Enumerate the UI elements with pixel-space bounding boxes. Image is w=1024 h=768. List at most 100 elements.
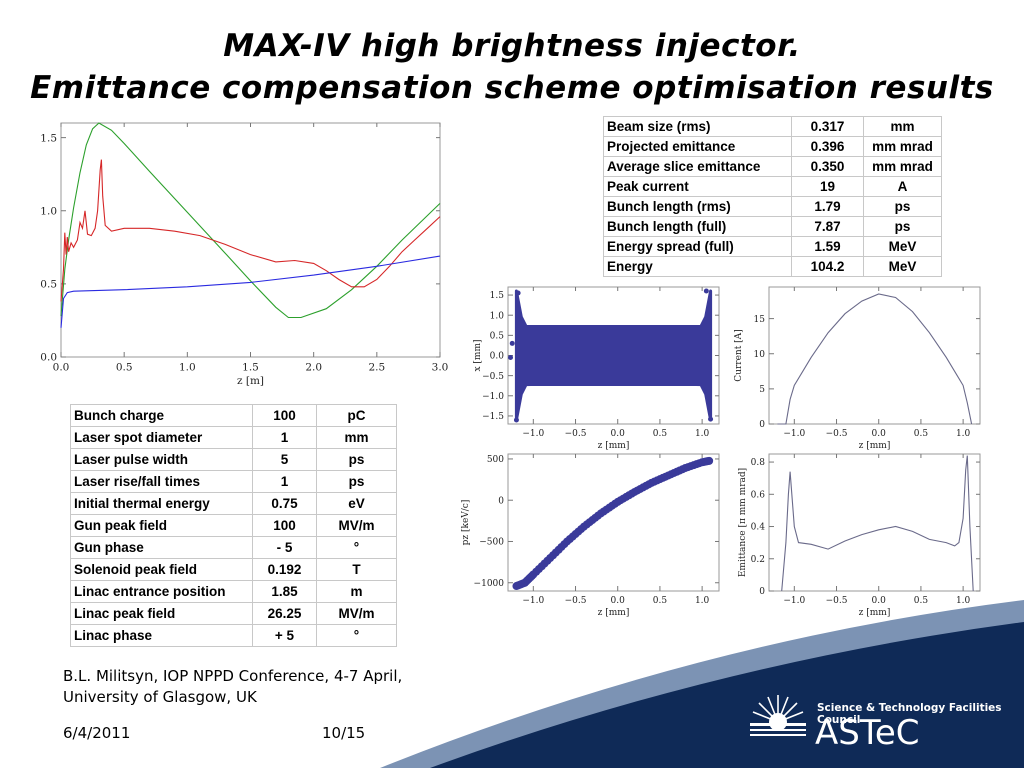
table-row: Linac entrance position 1.85 m — [70, 580, 397, 603]
param-unit: ps — [316, 470, 397, 493]
table-row: Bunch length (rms) 1.79 ps — [603, 196, 942, 217]
title-line-2: Emittance compensation scheme optimisati… — [30, 70, 994, 106]
param-name: Energy spread (full) — [603, 236, 792, 257]
param-value: 0.317 — [791, 116, 864, 137]
y-tick-label: 1.0 — [490, 311, 505, 321]
table-row: Gun phase - 5 ° — [70, 536, 397, 559]
x-tick-label: 1.0 — [956, 429, 971, 439]
citation: B.L. Militsyn, IOP NPPD Conference, 4-7 … — [63, 666, 402, 708]
y-tick-label: 0 — [759, 420, 765, 430]
y-tick-label: 5 — [759, 385, 765, 395]
y-tick-label: −1.5 — [482, 412, 504, 422]
param-value: 1 — [252, 470, 317, 493]
x-tick-label: 0.5 — [116, 362, 133, 374]
param-unit: MV/m — [316, 514, 397, 537]
param-value: 1.85 — [252, 580, 317, 603]
x-tick-label: 0.0 — [611, 429, 626, 439]
table-row: Laser rise/fall times 1 ps — [70, 470, 397, 493]
astec-logo-text: ASTeC — [815, 713, 920, 753]
param-value: 100 — [252, 404, 317, 427]
y-tick-label: −0.5 — [482, 372, 504, 382]
slide-page-number: 10/15 — [322, 724, 366, 742]
param-value: 1.79 — [791, 196, 864, 217]
param-value: 100 — [252, 514, 317, 537]
param-unit: ps — [863, 216, 942, 237]
series-line — [60, 255, 441, 328]
x-tick-label: 1.5 — [242, 362, 259, 374]
param-unit: MeV — [863, 256, 942, 277]
plot-frame — [507, 453, 720, 592]
param-unit: m — [316, 580, 397, 603]
x-tick-label: 0.5 — [914, 429, 929, 439]
data-point — [703, 288, 709, 294]
plot-frame — [768, 453, 981, 592]
x-tick-label: −1.0 — [783, 596, 805, 606]
param-value: 104.2 — [791, 256, 864, 277]
table-row: Linac peak field 26.25 MV/m — [70, 602, 397, 625]
y-tick-label: 15 — [754, 315, 766, 325]
param-name: Gun peak field — [70, 514, 253, 537]
x-tick-label: 0.5 — [653, 429, 668, 439]
param-value: 0.350 — [791, 156, 864, 177]
x-axis-label: z [mm] — [598, 608, 630, 618]
param-name: Laser spot diameter — [70, 426, 253, 449]
citation-line-2: University of Glasgow, UK — [63, 688, 257, 706]
y-tick-label: 1.5 — [40, 132, 57, 144]
param-unit: MeV — [863, 236, 942, 257]
beam-parameters-table: Beam size (rms) 0.317 mm Projected emittanc… — [603, 116, 942, 277]
y-tick-label: 0.0 — [490, 352, 505, 362]
table-row: Laser pulse width 5 ps — [70, 448, 397, 471]
title-line-1: MAX-IV high brightness injector. — [223, 28, 801, 64]
y-tick-label: 0.8 — [751, 458, 766, 468]
param-name: Linac phase — [70, 624, 253, 647]
param-name: Linac entrance position — [70, 580, 253, 603]
data-point — [508, 355, 514, 361]
table-row: Initial thermal energy 0.75 eV — [70, 492, 397, 515]
param-unit: A — [863, 176, 942, 197]
y-tick-label: 1.0 — [40, 205, 57, 217]
param-name: Bunch length (full) — [603, 216, 792, 237]
data-point — [509, 340, 515, 346]
y-tick-label: 500 — [487, 455, 504, 465]
x-tick-label: 0.5 — [653, 596, 668, 606]
x-tick-label: −0.5 — [826, 596, 848, 606]
y-tick-label: 0.4 — [751, 523, 766, 533]
y-tick-label: 1.5 — [490, 291, 505, 301]
param-name: Projected emittance — [603, 136, 792, 157]
param-unit: T — [316, 558, 397, 581]
y-tick-label: −1.0 — [482, 392, 504, 402]
param-name: Bunch length (rms) — [603, 196, 792, 217]
slide-date: 6/4/2011 — [63, 724, 131, 742]
x-tick-label: −0.5 — [826, 429, 848, 439]
x-tick-label: 3.0 — [432, 362, 449, 374]
param-unit: MV/m — [316, 602, 397, 625]
x-tick-label: −1.0 — [783, 429, 805, 439]
x-tick-label: 1.0 — [956, 596, 971, 606]
param-value: 7.87 — [791, 216, 864, 237]
table-row: Energy 104.2 MeV — [603, 256, 942, 277]
table-row: Energy spread (full) 1.59 MeV — [603, 236, 942, 257]
y-tick-label: −1000 — [474, 579, 505, 589]
param-unit: ° — [316, 536, 397, 559]
param-value: 1 — [252, 426, 317, 449]
x-tick-label: 0.0 — [872, 596, 887, 606]
astec-sun-logo-icon — [750, 695, 806, 736]
param-name: Beam size (rms) — [603, 116, 792, 137]
table-row: Laser spot diameter 1 mm — [70, 426, 397, 449]
table-row: Solenoid peak field 0.192 T — [70, 558, 397, 581]
param-value: 19 — [791, 176, 864, 197]
param-value: - 5 — [252, 536, 317, 559]
y-tick-label: −500 — [479, 538, 504, 548]
param-name: Solenoid peak field — [70, 558, 253, 581]
y-tick-label: 0.5 — [490, 332, 505, 342]
x-axis-label: z [m] — [237, 375, 264, 387]
x-tick-label: 2.0 — [305, 362, 322, 374]
param-value: 5 — [252, 448, 317, 471]
y-axis-label: pz [keV/c] — [461, 500, 471, 546]
x-tick-label: 1.0 — [695, 596, 710, 606]
y-tick-label: 0.2 — [751, 555, 765, 565]
